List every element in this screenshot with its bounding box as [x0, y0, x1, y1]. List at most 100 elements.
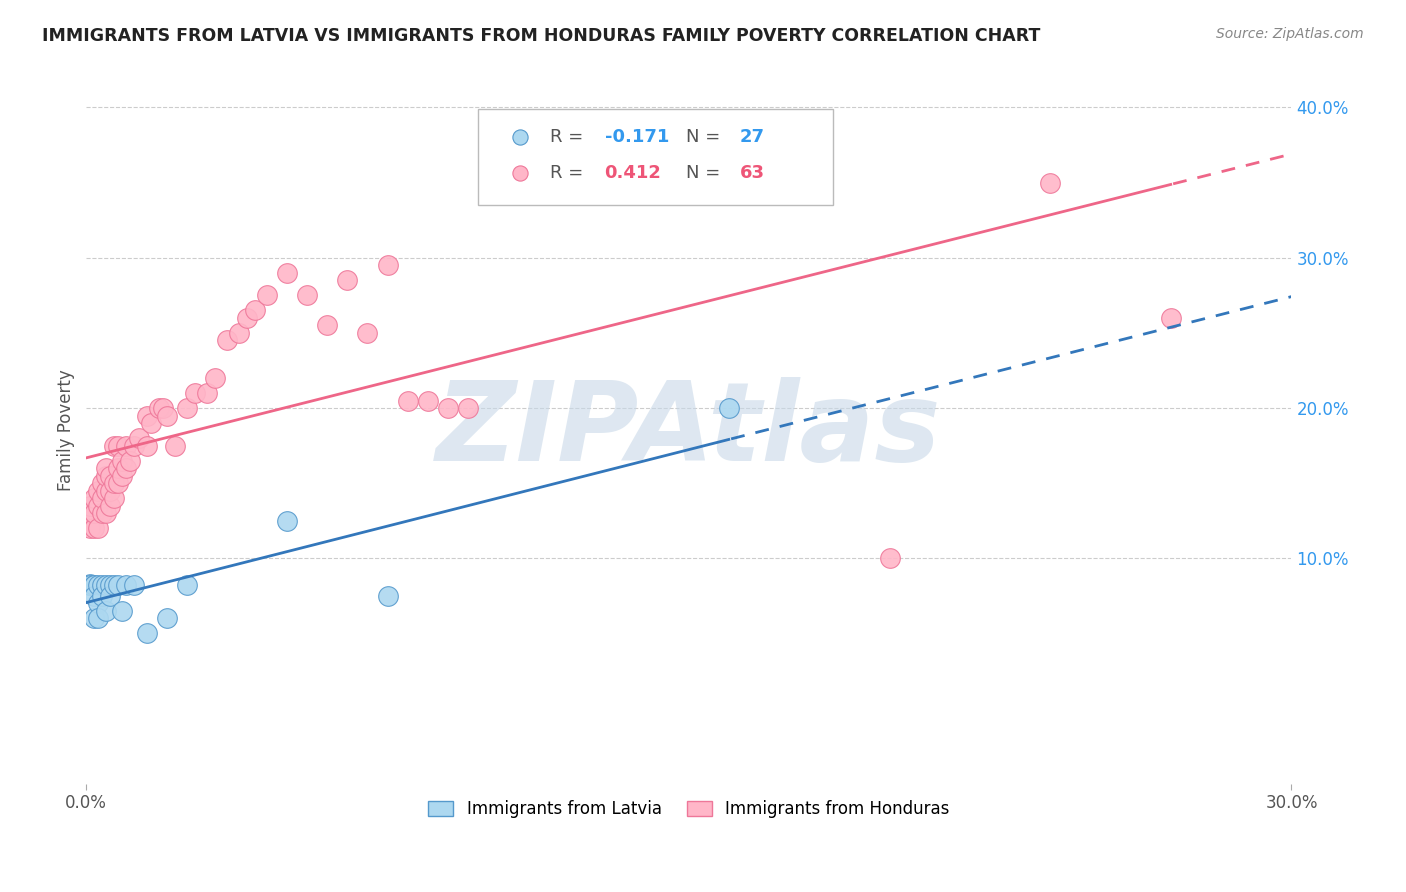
- Point: [79, 577, 101, 591]
- Point: [107, 578, 129, 592]
- Point: [83, 578, 105, 592]
- Point: [115, 578, 138, 592]
- Point: [83, 506, 105, 520]
- Point: [128, 431, 150, 445]
- Text: 27: 27: [740, 128, 765, 146]
- Point: [215, 334, 238, 348]
- Point: [79, 578, 101, 592]
- FancyBboxPatch shape: [478, 109, 834, 204]
- Point: [236, 310, 259, 325]
- Point: [96, 461, 118, 475]
- Point: [156, 409, 179, 423]
- Point: [96, 483, 118, 498]
- Point: [100, 499, 122, 513]
- Point: [103, 476, 125, 491]
- Point: [100, 578, 122, 592]
- Text: N =: N =: [686, 128, 727, 146]
- Point: [83, 611, 105, 625]
- Point: [135, 626, 157, 640]
- Point: [135, 409, 157, 423]
- Legend: Immigrants from Latvia, Immigrants from Honduras: Immigrants from Latvia, Immigrants from …: [422, 794, 956, 825]
- Point: [103, 491, 125, 506]
- Point: [87, 483, 110, 498]
- Point: [96, 604, 118, 618]
- Point: [135, 439, 157, 453]
- Point: [87, 499, 110, 513]
- Text: Source: ZipAtlas.com: Source: ZipAtlas.com: [1216, 27, 1364, 41]
- Point: [87, 596, 110, 610]
- Point: [79, 506, 101, 520]
- Point: [139, 416, 162, 430]
- Text: R =: R =: [550, 164, 589, 182]
- Point: [115, 439, 138, 453]
- Point: [156, 611, 179, 625]
- Point: [91, 506, 114, 520]
- Point: [195, 386, 218, 401]
- Point: [91, 578, 114, 592]
- Point: [437, 401, 460, 415]
- Point: [377, 258, 399, 272]
- Point: [83, 589, 105, 603]
- Point: [1160, 310, 1182, 325]
- Point: [256, 288, 278, 302]
- Point: [79, 578, 101, 592]
- Point: [184, 386, 207, 401]
- Point: [879, 551, 901, 566]
- Point: [276, 514, 298, 528]
- Point: [87, 611, 110, 625]
- Point: [799, 138, 821, 153]
- Text: 63: 63: [740, 164, 765, 182]
- Point: [416, 393, 439, 408]
- Text: 0.412: 0.412: [605, 164, 661, 182]
- Point: [87, 578, 110, 592]
- Point: [83, 521, 105, 535]
- Point: [148, 401, 170, 415]
- Point: [100, 589, 122, 603]
- Point: [276, 266, 298, 280]
- Point: [107, 461, 129, 475]
- Point: [79, 521, 101, 535]
- Point: [336, 273, 359, 287]
- Point: [1039, 176, 1062, 190]
- Point: [124, 439, 146, 453]
- Point: [87, 521, 110, 535]
- Y-axis label: Family Poverty: Family Poverty: [58, 369, 75, 491]
- Text: ZIPAtlas: ZIPAtlas: [436, 377, 942, 484]
- Point: [115, 461, 138, 475]
- Point: [107, 476, 129, 491]
- Point: [111, 604, 134, 618]
- Point: [204, 371, 226, 385]
- Text: -0.171: -0.171: [605, 128, 669, 146]
- Point: [718, 401, 741, 415]
- Point: [176, 401, 198, 415]
- Point: [103, 439, 125, 453]
- Point: [356, 326, 378, 340]
- Point: [96, 506, 118, 520]
- Text: R =: R =: [550, 128, 589, 146]
- Point: [297, 288, 319, 302]
- Point: [124, 578, 146, 592]
- Point: [228, 326, 250, 340]
- Point: [377, 589, 399, 603]
- Text: N =: N =: [686, 164, 727, 182]
- Point: [100, 483, 122, 498]
- Point: [91, 491, 114, 506]
- Point: [107, 439, 129, 453]
- Text: IMMIGRANTS FROM LATVIA VS IMMIGRANTS FROM HONDURAS FAMILY POVERTY CORRELATION CH: IMMIGRANTS FROM LATVIA VS IMMIGRANTS FRO…: [42, 27, 1040, 45]
- Point: [103, 578, 125, 592]
- Point: [152, 401, 174, 415]
- Point: [396, 393, 419, 408]
- Point: [598, 168, 620, 182]
- Point: [120, 453, 142, 467]
- Point: [100, 468, 122, 483]
- Point: [83, 578, 105, 592]
- Point: [111, 453, 134, 467]
- Point: [96, 578, 118, 592]
- Point: [163, 439, 186, 453]
- Point: [457, 401, 479, 415]
- Point: [96, 468, 118, 483]
- Point: [176, 578, 198, 592]
- Point: [79, 499, 101, 513]
- Point: [316, 318, 339, 333]
- Point: [243, 303, 266, 318]
